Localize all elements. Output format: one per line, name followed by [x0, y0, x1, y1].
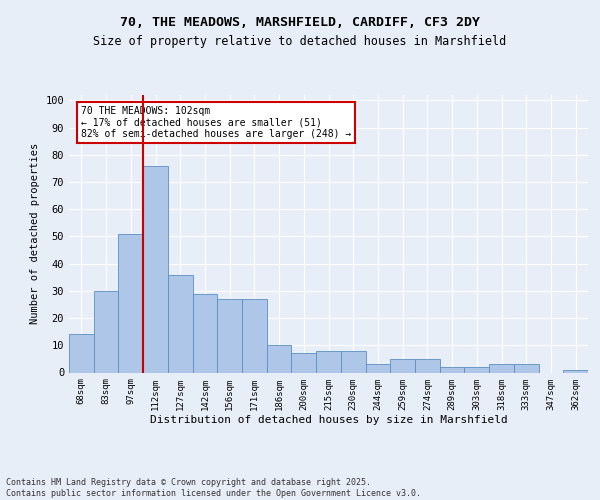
Bar: [341, 350, 365, 372]
X-axis label: Distribution of detached houses by size in Marshfield: Distribution of detached houses by size …: [149, 415, 508, 425]
Bar: [267, 346, 292, 372]
Bar: [563, 370, 588, 372]
Bar: [242, 299, 267, 372]
Y-axis label: Number of detached properties: Number of detached properties: [30, 143, 40, 324]
Bar: [316, 350, 341, 372]
Bar: [69, 334, 94, 372]
Bar: [143, 166, 168, 372]
Bar: [168, 274, 193, 372]
Bar: [193, 294, 217, 372]
Bar: [440, 367, 464, 372]
Bar: [94, 291, 118, 372]
Bar: [118, 234, 143, 372]
Bar: [365, 364, 390, 372]
Bar: [489, 364, 514, 372]
Text: 70, THE MEADOWS, MARSHFIELD, CARDIFF, CF3 2DY: 70, THE MEADOWS, MARSHFIELD, CARDIFF, CF…: [120, 16, 480, 29]
Bar: [217, 299, 242, 372]
Text: Contains HM Land Registry data © Crown copyright and database right 2025.
Contai: Contains HM Land Registry data © Crown c…: [6, 478, 421, 498]
Text: Size of property relative to detached houses in Marshfield: Size of property relative to detached ho…: [94, 34, 506, 48]
Text: 70 THE MEADOWS: 102sqm
← 17% of detached houses are smaller (51)
82% of semi-det: 70 THE MEADOWS: 102sqm ← 17% of detached…: [82, 106, 352, 139]
Bar: [415, 359, 440, 372]
Bar: [514, 364, 539, 372]
Bar: [464, 367, 489, 372]
Bar: [292, 354, 316, 372]
Bar: [390, 359, 415, 372]
